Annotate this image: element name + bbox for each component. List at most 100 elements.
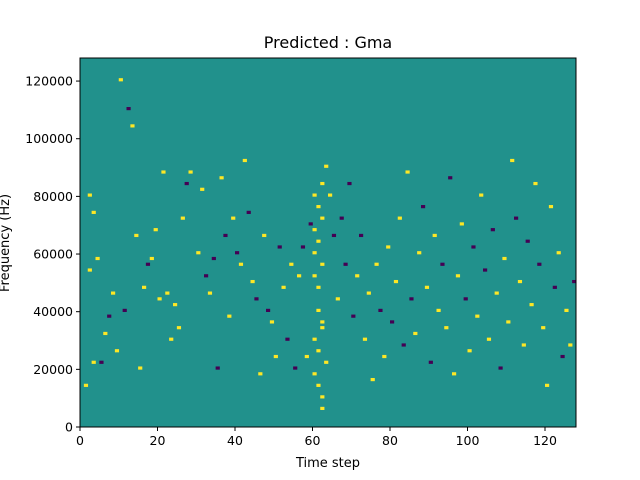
heatmap-cell <box>324 360 329 364</box>
heatmap-cell <box>374 262 379 266</box>
heatmap-cell <box>359 233 364 238</box>
heatmap-cell <box>161 170 166 174</box>
y-tick-label: 40000 <box>33 304 73 319</box>
heatmap-cell <box>463 297 468 301</box>
heatmap-cell <box>552 285 557 289</box>
x-tick-label: 120 <box>533 433 557 448</box>
heatmap-cell <box>173 303 178 307</box>
heatmap-cell <box>95 256 100 261</box>
heatmap-cell <box>494 291 499 295</box>
chart-title: Predicted : Gma <box>264 33 392 52</box>
heatmap-cell <box>91 210 96 214</box>
heatmap-cell <box>560 354 565 359</box>
heatmap-cell <box>320 181 325 186</box>
heatmap-cell <box>281 285 286 289</box>
heatmap-cell <box>366 291 371 295</box>
heatmap-cell <box>266 308 271 312</box>
heatmap-cell <box>289 262 294 266</box>
heatmap-cell <box>529 303 534 307</box>
heatmap-cell <box>405 170 410 174</box>
heatmap-cell <box>223 233 228 238</box>
heatmap-cell <box>169 337 174 341</box>
heatmap-cell <box>331 233 337 238</box>
heatmap-cell <box>483 268 488 272</box>
axes-frame <box>79 57 577 428</box>
heatmap-cell <box>397 216 402 220</box>
heatmap-cell <box>320 395 325 399</box>
heatmap-cell <box>316 308 321 312</box>
heatmap-cell <box>262 233 267 238</box>
heatmap-cell <box>335 297 340 301</box>
heatmap-cell <box>122 308 127 312</box>
heatmap-cell <box>200 187 205 191</box>
heatmap-cell <box>568 343 573 347</box>
heatmap-cell <box>300 245 306 249</box>
heatmap-cell <box>320 320 325 324</box>
heatmap-cell <box>448 176 453 180</box>
heatmap-cell <box>436 308 441 312</box>
heatmap-cell <box>498 366 503 370</box>
heatmap-cell <box>355 274 360 278</box>
heatmap-cell <box>409 297 414 301</box>
heatmap-cell <box>541 326 546 330</box>
heatmap-cell <box>215 366 220 370</box>
heatmap-cell <box>320 326 325 330</box>
heatmap-cell <box>118 78 123 82</box>
heatmap-cell <box>211 256 216 261</box>
heatmap-cell <box>308 222 313 226</box>
heatmap-cell <box>320 262 325 266</box>
heatmap-cell <box>138 366 143 370</box>
heatmap-cell <box>514 216 519 220</box>
heatmap-cell <box>324 164 329 168</box>
x-tick-label: 60 <box>305 433 321 448</box>
heatmap-cell <box>556 251 561 255</box>
heatmap-cell <box>188 170 193 174</box>
heatmap-cell <box>479 193 484 197</box>
heatmap-cell <box>176 326 182 330</box>
heatmap-cell <box>467 349 472 353</box>
heatmap-cell <box>107 314 112 318</box>
x-axis-ticks: 0 20 40 60 80 100 120 <box>76 427 557 448</box>
heatmap-cell <box>153 228 158 232</box>
heatmap-cell <box>180 216 185 220</box>
x-tick-label: 0 <box>76 433 84 448</box>
heatmap-cell <box>417 251 422 255</box>
heatmap-cell <box>362 337 368 341</box>
heatmap-background <box>80 58 576 427</box>
heatmap-cell <box>506 320 511 324</box>
heatmap-cell <box>157 297 162 301</box>
heatmap-cell <box>393 279 399 284</box>
heatmap-cell <box>312 193 317 197</box>
heatmap-cell <box>219 176 224 180</box>
heatmap-cell <box>444 326 449 330</box>
heatmap-cell <box>87 268 92 272</box>
heatmap-cell <box>421 205 426 209</box>
heatmap-cell <box>293 366 298 370</box>
heatmap-cell <box>533 181 538 186</box>
heatmap-cell <box>103 331 108 336</box>
heatmap-cell <box>564 308 569 312</box>
heatmap-cell <box>285 337 290 341</box>
heatmap-cell <box>312 274 317 278</box>
heatmap-cell <box>347 181 352 186</box>
heatmap-cell <box>238 262 244 266</box>
heatmap-cell <box>316 285 321 289</box>
y-tick-label: 100000 <box>25 131 73 146</box>
heatmap-cell <box>312 372 317 376</box>
heatmap-cell <box>207 291 213 295</box>
heatmap-cell <box>242 158 247 163</box>
heatmap-cell <box>401 343 406 347</box>
heatmap-cell <box>316 205 321 209</box>
heatmap-cell <box>277 245 282 249</box>
heatmap-cell <box>316 239 321 243</box>
heatmap-cell <box>386 245 391 249</box>
heatmap-cell <box>111 291 116 295</box>
heatmap-cell <box>339 216 344 220</box>
heatmap-cell <box>316 383 321 387</box>
heatmap-cell <box>545 383 550 387</box>
heatmap-cell <box>91 360 96 364</box>
heatmap-cell <box>304 354 309 359</box>
heatmap-cell <box>428 360 433 364</box>
heatmap-cell <box>432 233 437 238</box>
